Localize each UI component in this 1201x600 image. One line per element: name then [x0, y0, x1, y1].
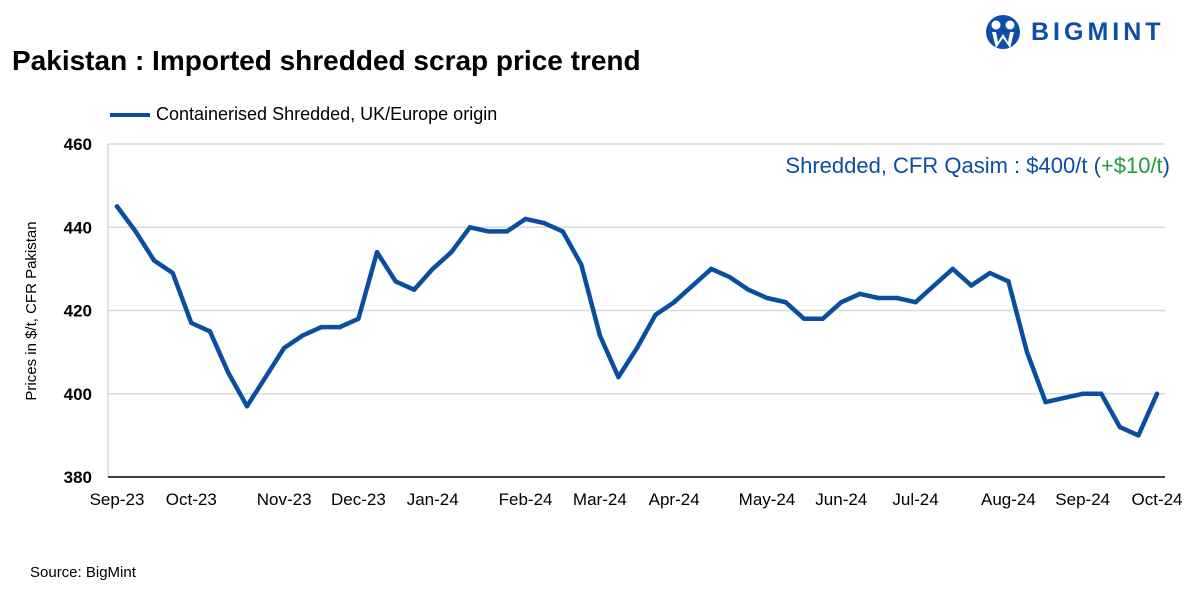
data-point [690, 283, 695, 288]
data-point [541, 220, 547, 226]
data-point [1024, 349, 1030, 355]
x-tick-label: Dec-23 [331, 490, 386, 509]
data-point [894, 295, 900, 301]
legend: Containerised Shredded, UK/Europe origin [110, 104, 497, 125]
data-point [746, 287, 751, 292]
source-note: Source: BigMint [30, 564, 136, 581]
data-point [839, 299, 844, 305]
x-tick-label: Jul-24 [892, 490, 938, 509]
x-tick-label: Sep-24 [1055, 490, 1110, 509]
data-point [560, 229, 565, 234]
bigmint-logo-icon [986, 15, 1020, 49]
data-point [486, 229, 491, 234]
y-tick-label: 460 [64, 135, 92, 154]
data-point [207, 329, 213, 334]
data-point [430, 266, 435, 272]
data-point [114, 204, 120, 209]
data-point [523, 216, 528, 222]
data-point [337, 324, 343, 330]
x-tick-label: Mar-24 [573, 490, 627, 509]
price-annotation: Shredded, CFR Qasim : $400/t (+$10/t) [785, 153, 1170, 178]
data-point [950, 266, 955, 272]
data-point [1006, 279, 1011, 284]
data-point [671, 299, 677, 305]
data-point [987, 270, 993, 276]
bigmint-logo: BIGMINT [983, 14, 1165, 50]
data-point [931, 283, 937, 288]
data-point [1080, 391, 1085, 396]
data-point [764, 295, 770, 301]
data-point [1117, 424, 1123, 430]
legend-label: Containerised Shredded, UK/Europe origin [156, 104, 498, 124]
data-point [319, 324, 324, 330]
data-point [1136, 433, 1141, 438]
data-point [597, 333, 603, 338]
x-tick-label: Feb-24 [499, 490, 553, 509]
data-point [634, 345, 640, 351]
x-tick-label: May-24 [739, 490, 796, 509]
annotation-close: ) [1163, 153, 1170, 178]
y-tick-label: 420 [64, 302, 92, 321]
data-point [281, 345, 287, 351]
x-tick-label: Apr-24 [649, 490, 700, 509]
data-point [1061, 395, 1067, 401]
y-tick-label: 380 [64, 468, 92, 487]
data-point [374, 250, 380, 255]
data-point [801, 316, 807, 322]
data-point [1099, 391, 1104, 396]
bigmint-logo-text: BIGMINT [1031, 17, 1165, 46]
annotation-change: +$10/t [1101, 153, 1163, 178]
data-point [857, 291, 863, 297]
data-point [356, 316, 361, 322]
x-tick-label: Aug-24 [981, 490, 1036, 509]
data-point [504, 229, 510, 234]
y-tick-label: 400 [64, 385, 92, 404]
x-tick-label: Oct-23 [166, 490, 217, 509]
x-tick-label: Jan-24 [407, 490, 459, 509]
data-point [876, 295, 881, 301]
legend-swatch [110, 112, 150, 117]
x-tick-label: Oct-24 [1131, 490, 1182, 509]
data-point [133, 229, 138, 234]
data-point [170, 270, 175, 276]
y-axis-label: Prices in $/t, CFR Pakistan [23, 221, 40, 400]
data-point [783, 299, 788, 305]
data-point [820, 316, 825, 322]
x-tick-label: Jun-24 [815, 490, 867, 509]
chart-title: Pakistan : Imported shredded scrap price… [12, 45, 641, 76]
data-point [913, 299, 918, 305]
data-point [727, 275, 733, 280]
data-point [393, 279, 398, 284]
x-tick-label: Sep-23 [90, 490, 145, 509]
data-point [1043, 399, 1048, 405]
data-point [579, 262, 584, 267]
data-point [709, 266, 714, 272]
data-point [300, 333, 305, 338]
data-point [151, 258, 157, 263]
y-tick-label: 440 [64, 218, 92, 237]
x-tick-label: Nov-23 [257, 490, 312, 509]
data-point [653, 312, 658, 317]
data-point [189, 320, 194, 326]
annotation-label: Shredded, CFR Qasim : $400/t [785, 153, 1087, 178]
series-line [114, 204, 1160, 438]
data-point [263, 374, 268, 380]
data-point [467, 225, 473, 230]
data-point [969, 283, 974, 288]
data-point [449, 250, 454, 255]
data-point [1154, 391, 1160, 396]
data-point [616, 374, 621, 380]
data-point [244, 404, 250, 409]
data-point [226, 370, 231, 376]
annotation-open: ( [1094, 153, 1102, 178]
data-point [411, 287, 417, 292]
